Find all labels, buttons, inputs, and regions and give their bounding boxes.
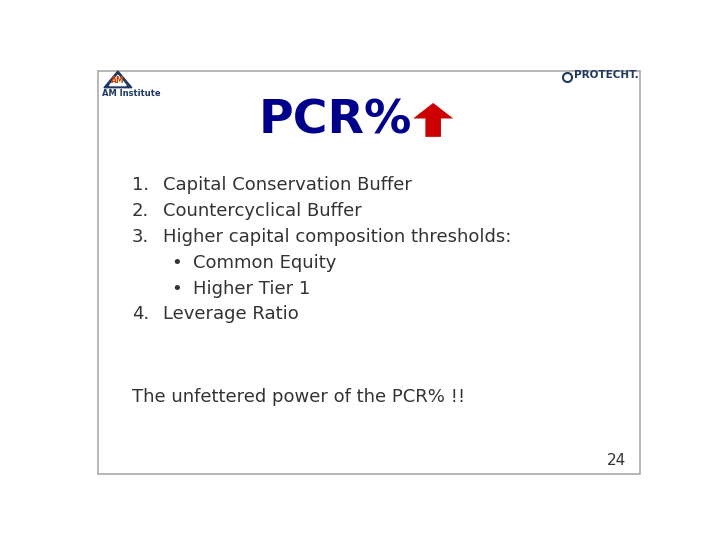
Text: 4.: 4. — [132, 305, 149, 323]
Text: 3.: 3. — [132, 228, 149, 246]
Polygon shape — [104, 71, 132, 87]
Text: 2.: 2. — [132, 202, 149, 220]
Text: PROTECHT.: PROTECHT. — [575, 70, 639, 80]
Text: Higher capital composition thresholds:: Higher capital composition thresholds: — [163, 228, 511, 246]
Text: Common Equity: Common Equity — [193, 254, 337, 272]
FancyBboxPatch shape — [99, 71, 639, 474]
Text: Leverage Ratio: Leverage Ratio — [163, 305, 298, 323]
Text: AM Institute: AM Institute — [102, 89, 161, 98]
Text: PCR%: PCR% — [258, 98, 413, 144]
Text: AM: AM — [111, 76, 125, 85]
Text: Countercyclical Buffer: Countercyclical Buffer — [163, 202, 361, 220]
Text: 1.: 1. — [132, 177, 149, 194]
Text: Higher Tier 1: Higher Tier 1 — [193, 280, 310, 298]
Text: The unfettered power of the PCR% !!: The unfettered power of the PCR% !! — [132, 388, 465, 407]
Text: Capital Conservation Buffer: Capital Conservation Buffer — [163, 177, 411, 194]
Text: •: • — [171, 254, 181, 272]
Text: 24: 24 — [606, 453, 626, 468]
Text: •: • — [171, 280, 181, 298]
Polygon shape — [109, 75, 126, 85]
